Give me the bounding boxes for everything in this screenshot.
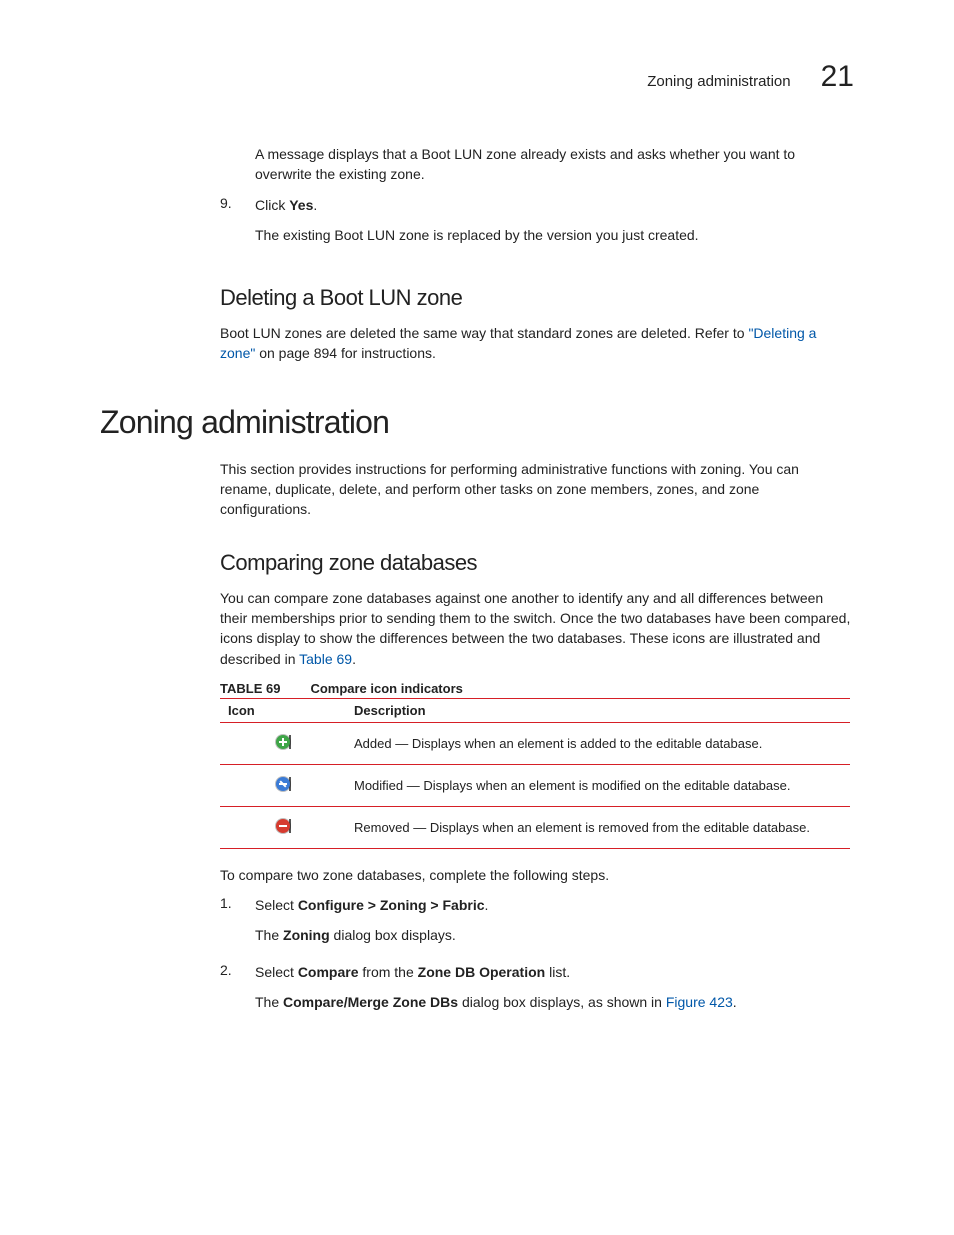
modified-icon	[276, 777, 291, 791]
col-header-description: Description	[346, 698, 850, 722]
text: Select	[255, 897, 298, 913]
step-2-line1: Select Compare from the Zone DB Operatio…	[255, 962, 854, 982]
chapter-number: 21	[821, 60, 854, 94]
step-9-line1: Click Yes.	[255, 195, 854, 215]
icon-cell	[220, 764, 346, 806]
removed-icon	[276, 819, 291, 833]
intro-paragraph: A message displays that a Boot LUN zone …	[255, 144, 854, 185]
step-2: 2. Select Compare from the Zone DB Opera…	[220, 962, 854, 1023]
table-label: TABLE 69	[220, 681, 280, 696]
section-deleting-boot-lun: Deleting a Boot LUN zone	[220, 285, 854, 311]
step-number: 9.	[220, 195, 255, 256]
page-header: Zoning administration 21	[100, 60, 854, 94]
text: .	[485, 897, 489, 913]
step-9: 9. Click Yes. The existing Boot LUN zone…	[220, 195, 854, 256]
step-1-line1: Select Configure > Zoning > Fabric.	[255, 895, 854, 915]
compare-intro: You can compare zone databases against o…	[220, 588, 854, 669]
cmd-compare: Compare	[298, 964, 359, 980]
step-1-line2: The Zoning dialog box displays.	[255, 925, 854, 945]
col-header-icon: Icon	[220, 698, 346, 722]
text: The	[255, 994, 283, 1010]
list-name: Zone DB Operation	[418, 964, 546, 980]
icon-cell	[220, 806, 346, 848]
page: Zoning administration 21 A message displ…	[0, 0, 954, 1235]
step-body: Select Compare from the Zone DB Operatio…	[255, 962, 854, 1023]
desc-cell: Modified — Displays when an element is m…	[346, 764, 850, 806]
header-title: Zoning administration	[647, 73, 790, 90]
dialog-name: Zoning	[283, 927, 330, 943]
heading-zoning-administration: Zoning administration	[100, 404, 854, 441]
text: list.	[545, 964, 570, 980]
text: from the	[359, 964, 418, 980]
yes-label: Yes	[289, 197, 313, 213]
table-row: Modified — Displays when an element is m…	[220, 764, 850, 806]
link-table-69[interactable]: Table 69	[299, 651, 352, 667]
icon-cell	[220, 722, 346, 764]
table-compare-icons: Icon Description Added — Displays when a…	[220, 698, 850, 849]
table-row: Added — Displays when an element is adde…	[220, 722, 850, 764]
step-1: 1. Select Configure > Zoning > Fabric. T…	[220, 895, 854, 956]
dialog-name: Compare/Merge Zone DBs	[283, 994, 458, 1010]
desc-cell: Added — Displays when an element is adde…	[346, 722, 850, 764]
text: .	[733, 994, 737, 1010]
step-number: 2.	[220, 962, 255, 1023]
text: dialog box displays, as shown in	[458, 994, 666, 1010]
admin-intro: This section provides instructions for p…	[220, 459, 854, 520]
text: on page 894 for instructions.	[255, 345, 436, 361]
step-body: Click Yes. The existing Boot LUN zone is…	[255, 195, 854, 256]
deleting-paragraph: Boot LUN zones are deleted the same way …	[220, 323, 854, 364]
step-body: Select Configure > Zoning > Fabric. The …	[255, 895, 854, 956]
text: Click	[255, 197, 289, 213]
text: dialog box displays.	[330, 927, 456, 943]
link-figure-423[interactable]: Figure 423	[666, 994, 733, 1010]
text: Boot LUN zones are deleted the same way …	[220, 325, 748, 341]
step-9-result: The existing Boot LUN zone is replaced b…	[255, 225, 854, 245]
step-number: 1.	[220, 895, 255, 956]
added-icon	[276, 735, 291, 749]
text: .	[313, 197, 317, 213]
text: The	[255, 927, 283, 943]
table-row: Removed — Displays when an element is re…	[220, 806, 850, 848]
after-table-text: To compare two zone databases, complete …	[220, 865, 854, 885]
table-caption: Compare icon indicators	[310, 681, 462, 696]
table-header-row: Icon Description	[220, 698, 850, 722]
desc-cell: Removed — Displays when an element is re…	[346, 806, 850, 848]
section-comparing-zone-databases: Comparing zone databases	[220, 550, 854, 576]
menu-path: Configure > Zoning > Fabric	[298, 897, 485, 913]
text: .	[352, 651, 356, 667]
text: Select	[255, 964, 298, 980]
step-2-line2: The Compare/Merge Zone DBs dialog box di…	[255, 992, 854, 1012]
table-caption-row: TABLE 69 Compare icon indicators	[220, 681, 854, 696]
